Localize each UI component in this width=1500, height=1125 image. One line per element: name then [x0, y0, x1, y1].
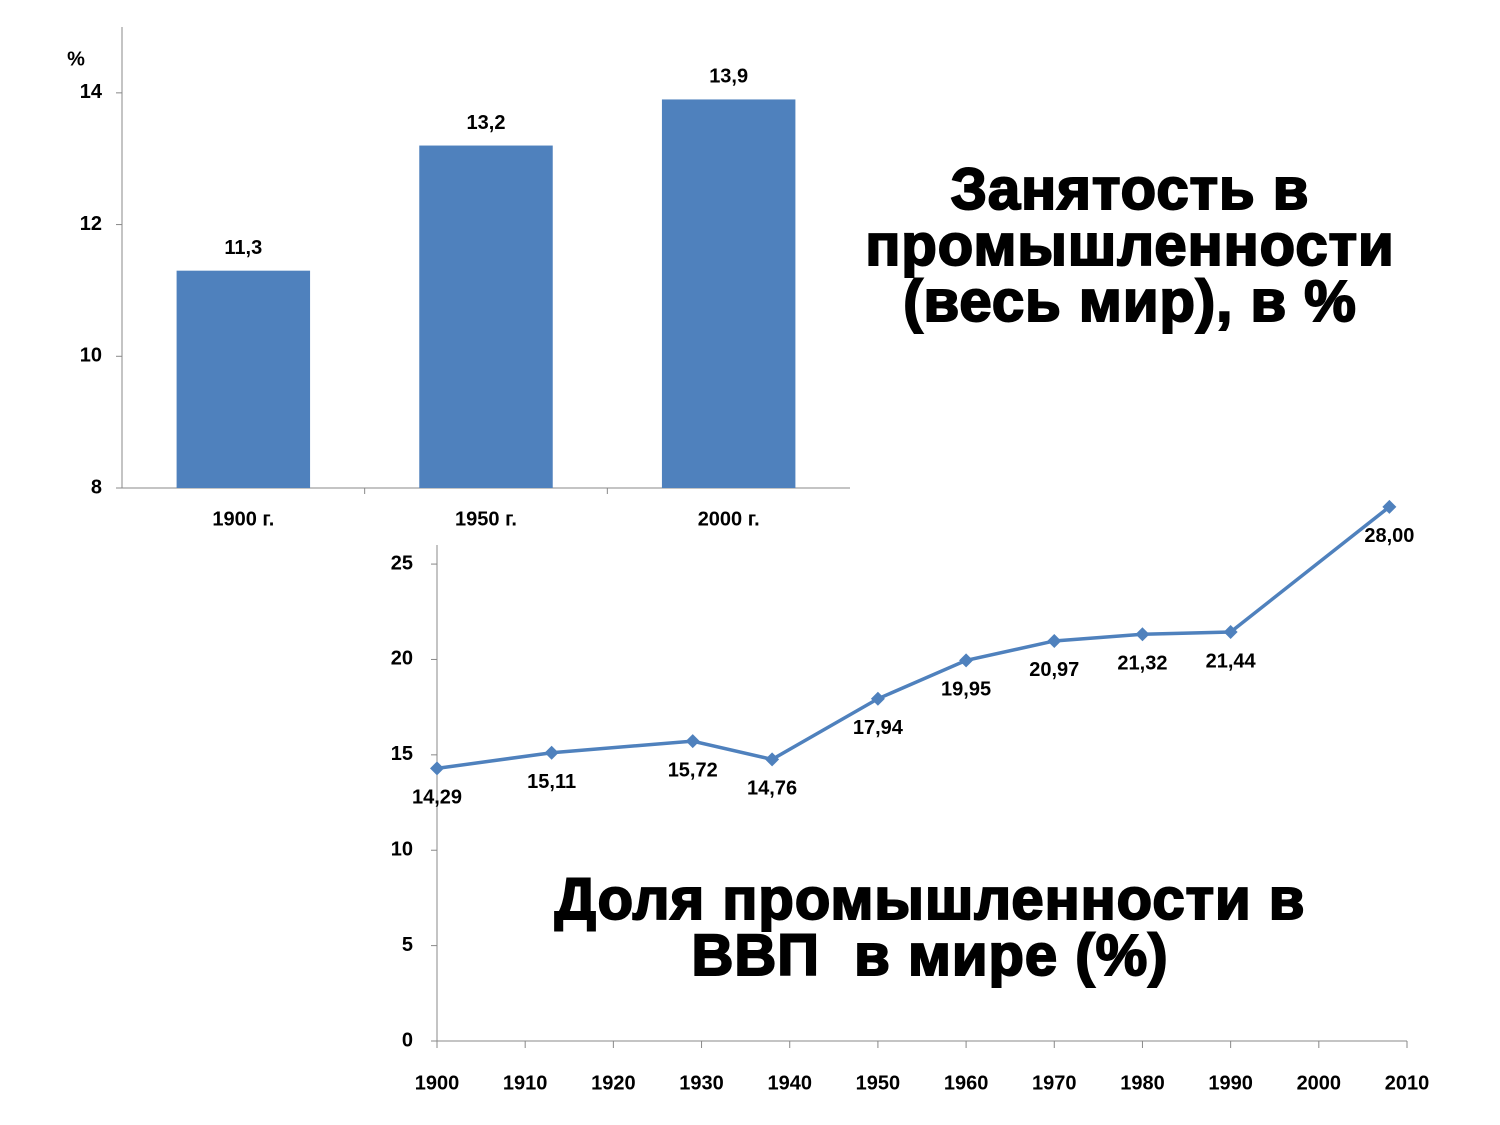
- marker: [430, 761, 444, 776]
- data-label: 14,76: [747, 778, 797, 800]
- y-tick-label: 25: [391, 552, 413, 574]
- x-tick-label: 1920: [591, 1072, 636, 1094]
- y-tick-label: 10: [391, 839, 413, 861]
- chart-title: Доля промышленности в ВВП в мире (%): [554, 867, 1323, 988]
- x-tick-label: 2010: [1385, 1072, 1430, 1094]
- marker: [765, 752, 780, 767]
- x-tick-label: 1910: [503, 1072, 548, 1094]
- y-axis-label: %: [67, 48, 85, 70]
- x-tick-label: 1900 г.: [212, 508, 274, 530]
- data-label: 21,44: [1206, 650, 1257, 672]
- y-tick-label: 12: [80, 213, 102, 235]
- y-tick-label: 15: [391, 743, 413, 765]
- data-label: 21,32: [1117, 653, 1167, 675]
- x-tick-label: 1940: [767, 1072, 812, 1094]
- data-label: 13,2: [467, 112, 506, 134]
- x-tick-label: 1960: [944, 1072, 989, 1094]
- data-label: 13,9: [709, 66, 748, 88]
- marker: [959, 653, 974, 668]
- chart-title: Занятость в промышленности (весь мир), в…: [864, 157, 1412, 334]
- marker: [1382, 499, 1397, 514]
- x-tick-label: 1950: [856, 1072, 901, 1094]
- data-label: 17,94: [853, 717, 904, 739]
- bar: [419, 145, 553, 489]
- marker: [870, 691, 885, 706]
- data-label: 15,11: [527, 771, 576, 793]
- x-tick-label: 2000 г.: [698, 508, 760, 530]
- x-tick-label: 1990: [1208, 1072, 1253, 1094]
- data-label: 14,29: [412, 787, 462, 809]
- x-tick-label: 1980: [1120, 1072, 1165, 1094]
- line: [436, 505, 1391, 771]
- marker: [1223, 624, 1238, 639]
- data-label: 19,95: [941, 679, 991, 701]
- data-label: 11,3: [224, 237, 262, 259]
- marker: [685, 734, 700, 749]
- marker: [544, 745, 559, 760]
- data-label: 28,00: [1364, 525, 1414, 547]
- data-label: 15,72: [668, 759, 718, 781]
- x-tick-label: 1930: [679, 1072, 724, 1094]
- data-label: 20,97: [1029, 659, 1079, 681]
- bar: [176, 270, 311, 488]
- y-tick-label: 0: [402, 1029, 413, 1051]
- x-tick-label: 2000: [1297, 1072, 1342, 1094]
- y-tick-label: 20: [391, 648, 413, 670]
- y-tick-label: 10: [80, 345, 102, 367]
- y-tick-label: 5: [402, 934, 413, 956]
- marker: [1047, 633, 1062, 648]
- x-tick-label: 1900: [415, 1072, 460, 1094]
- y-tick-label: 14: [80, 81, 103, 103]
- y-tick-label: 8: [91, 476, 102, 498]
- marker: [1135, 627, 1150, 642]
- x-tick-label: 1950 г.: [455, 508, 517, 530]
- x-tick-label: 1970: [1032, 1072, 1077, 1094]
- bar: [661, 99, 796, 488]
